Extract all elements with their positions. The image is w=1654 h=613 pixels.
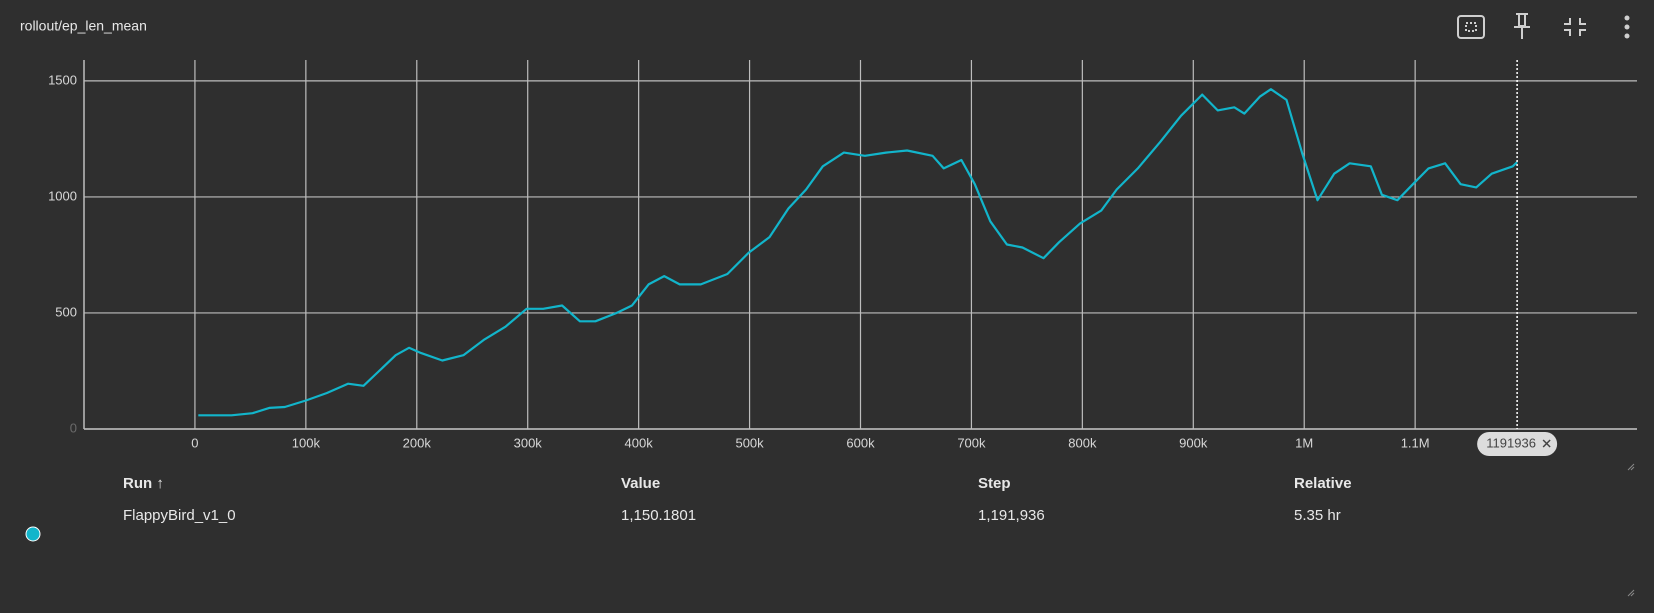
table-header: Value — [621, 475, 660, 492]
y-tick-label: 1000 — [48, 188, 77, 203]
x-tick-label: 700k — [957, 435, 986, 450]
x-tick-label: 900k — [1179, 435, 1208, 450]
plot: 0 500 1000 1500 0 100k 200k 300k 400k 500k 600k 700… — [48, 60, 1637, 456]
table-cell: 5.35 hr — [1294, 507, 1341, 524]
pin-icon[interactable] — [1514, 13, 1530, 39]
x-tick-label: 1.1M — [1401, 435, 1430, 450]
fit-icon[interactable] — [1457, 15, 1485, 39]
x-tick-label: 1M — [1295, 435, 1313, 450]
fit-icon-inner — [1465, 22, 1477, 32]
series-line — [198, 88, 1518, 417]
card-title: rollout/ep_len_mean — [20, 18, 147, 34]
table-cell: FlappyBird_v1_0 — [123, 507, 236, 524]
table-header: Run ↑ — [123, 475, 164, 492]
y-tick-label: 500 — [55, 304, 77, 319]
collapse-icon[interactable] — [1564, 18, 1586, 36]
resize-handle — [1627, 463, 1635, 597]
x-tick-label: 0 — [191, 435, 198, 450]
cursor-chip[interactable]: 1191936 — [1477, 432, 1558, 456]
table-header: Relative — [1294, 475, 1352, 492]
toolbar[interactable] — [1457, 13, 1630, 39]
cursor-chip-close — [1542, 439, 1551, 448]
x-tick-label: 500k — [735, 435, 764, 450]
run-color-dot[interactable] — [25, 526, 41, 542]
x-tick-label: 100k — [292, 435, 321, 450]
y-tick-label: 1500 — [48, 72, 77, 87]
cursor-chip-bg — [1477, 432, 1558, 456]
x-tick-label: 400k — [625, 435, 654, 450]
x-tick-label: 600k — [846, 435, 875, 450]
table-header: Step — [978, 475, 1011, 492]
x-tick-label: 800k — [1068, 435, 1097, 450]
cursor-chip-label: 1191936 — [1486, 435, 1536, 450]
table-cell: 1,191,936 — [978, 507, 1045, 524]
x-tick-label: 200k — [403, 435, 432, 450]
menu-icon[interactable] — [1624, 15, 1630, 39]
table-cell: 1,150.1801 — [621, 507, 696, 524]
y-tick-label: 0 — [70, 420, 77, 435]
x-tick-label: 300k — [514, 435, 543, 450]
